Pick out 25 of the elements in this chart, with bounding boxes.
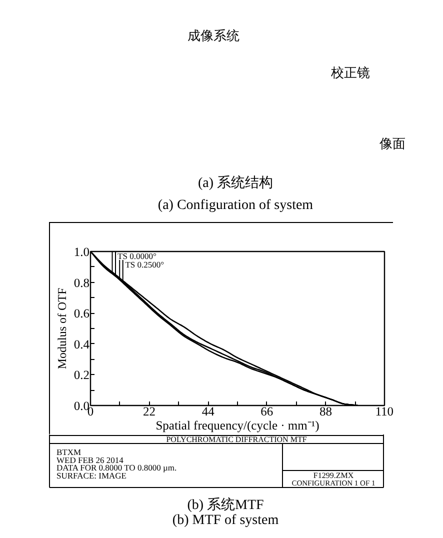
x-axis-title: Spatial frequency/(cycle · mm⁻¹) (156, 418, 320, 432)
text: 像面 (380, 136, 406, 151)
x-tick-label: 88 (319, 404, 332, 418)
y-tick-label: 0.2 (74, 368, 90, 382)
text: (a) Configuration of system (158, 198, 314, 213)
y-tick-label: 1.0 (74, 245, 90, 259)
text: BTXM (56, 447, 82, 457)
text: SURFACE: IMAGE (56, 470, 126, 480)
y-tick-label: 0.4 (74, 337, 90, 352)
x-tick-label: 44 (202, 404, 216, 418)
text: (b) 系统MTF (187, 497, 264, 513)
text: (a) 系统结构 (198, 175, 274, 191)
x-tick-label: 66 (260, 404, 274, 418)
text: DATA FOR 0.8000 TO 0.8000 µm. (56, 462, 177, 472)
text: (b) MTF of system (172, 513, 279, 528)
text: POLYCHROMATIC DIFFRACTION MTF (166, 435, 308, 444)
y-axis-title: Modulus of OTF (54, 288, 69, 370)
x-tick-label: 110 (375, 404, 394, 418)
text: F1299.ZMX (313, 471, 354, 480)
text: 校正镜 (330, 65, 370, 80)
y-tick-label: 0.8 (74, 276, 90, 290)
y-tick-label: 0.6 (74, 306, 90, 321)
text: WED FEB 26 2014 (56, 455, 124, 465)
text: 成像系统 (188, 28, 240, 43)
x-tick-label: 22 (143, 404, 156, 418)
